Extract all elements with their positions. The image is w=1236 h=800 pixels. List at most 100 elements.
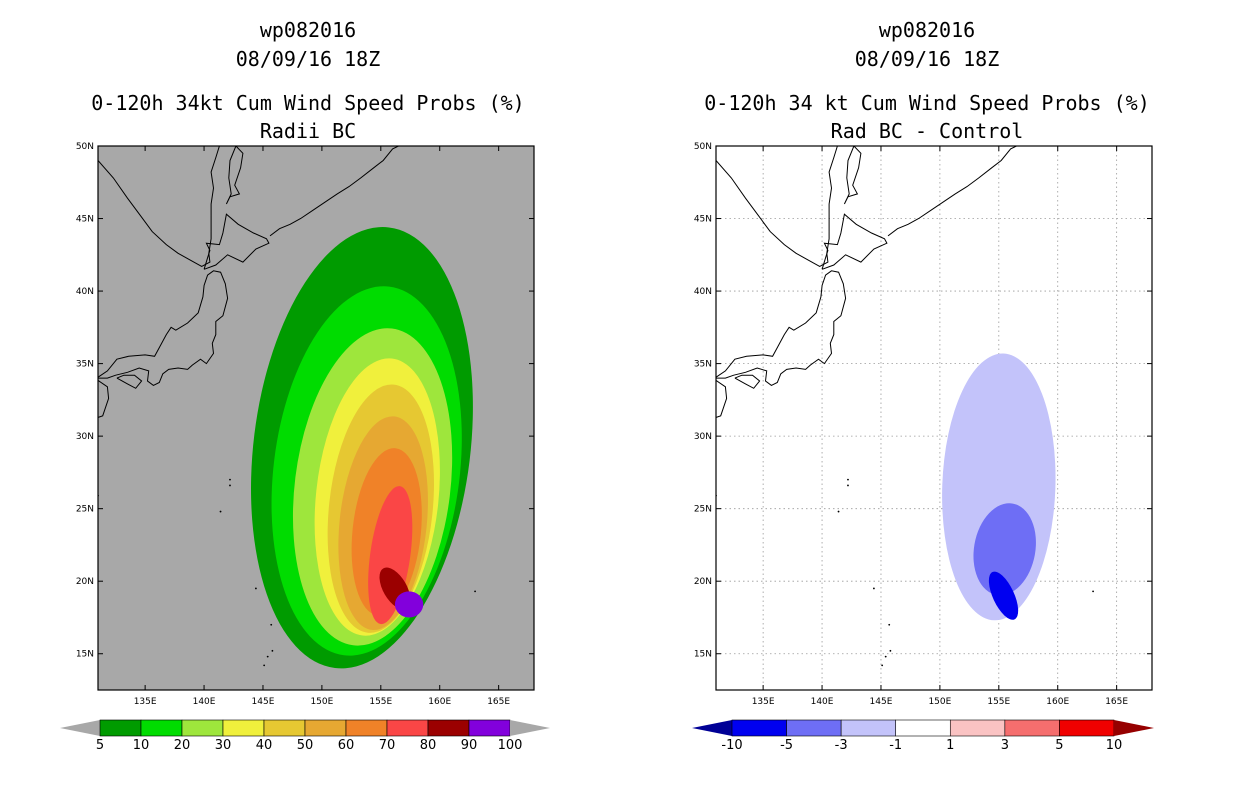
- map-frame: [715, 145, 1153, 691]
- probability-contour-90-100: [394, 591, 424, 618]
- xtick-label-155: 155E: [369, 697, 392, 707]
- colorbar-swatch-6: [1059, 719, 1115, 737]
- coastline-0: [716, 270, 847, 386]
- colorbar-label-0: -10: [721, 738, 742, 753]
- islet-7: [837, 510, 840, 513]
- coastline-1: [716, 379, 728, 418]
- colorbar-label-9: 90: [461, 738, 478, 753]
- ytick-label-25: 25N: [694, 505, 712, 515]
- islet-8: [1092, 590, 1094, 593]
- xtick-label-150: 150E: [310, 697, 333, 707]
- islet-6: [847, 484, 849, 487]
- colorbar-end-high: [1114, 720, 1154, 736]
- colorbar-swatch-1: [140, 719, 183, 737]
- colorbar-label-1: 10: [133, 738, 150, 753]
- colorbar-label-5: 50: [297, 738, 314, 753]
- ytick-label-40: 40N: [694, 287, 712, 297]
- left-colorbar: 5 10 20 30 40 50 60 70 80 90 100: [60, 719, 550, 753]
- map-frame: [97, 145, 535, 691]
- colorbar-label-6: 5: [1055, 738, 1063, 753]
- ytick-label-35: 35N: [694, 360, 712, 370]
- ytick-label-20: 20N: [76, 577, 94, 587]
- islet-3: [266, 655, 269, 658]
- colorbar-swatch-5: [304, 719, 347, 737]
- ytick-label-20: 20N: [694, 577, 712, 587]
- colorbar-end-low: [60, 720, 100, 736]
- colorbar-swatch-5: [1004, 719, 1060, 737]
- coastline-6: [269, 146, 399, 237]
- coastline-2: [734, 374, 761, 389]
- islet-4: [263, 664, 266, 667]
- coastline-5: [716, 146, 838, 267]
- ytick-label-45: 45N: [76, 215, 94, 225]
- colorbar-swatch-8: [427, 719, 470, 737]
- islet-0: [873, 587, 875, 590]
- ytick-label-15: 15N: [694, 650, 712, 660]
- ytick-label-45: 45N: [694, 215, 712, 225]
- coastline-3: [203, 213, 270, 270]
- xtick-label-160: 160E: [428, 697, 451, 707]
- islet-7: [219, 510, 222, 513]
- coastline-2: [116, 374, 143, 389]
- xtick-label-165: 165E: [487, 697, 510, 707]
- xtick-label-160: 160E: [1046, 697, 1069, 707]
- islet-4: [881, 664, 884, 667]
- islet-3: [884, 655, 887, 658]
- map-content: [98, 146, 476, 669]
- colorbar-swatch-3: [895, 719, 951, 737]
- colorbar-swatch-2: [181, 719, 224, 737]
- right-date: 08/09/16 18Z: [855, 47, 1000, 71]
- right-colorbar: -10 -5 -3 -1 1 3 5 10: [692, 719, 1154, 753]
- colorbar-label-5: 3: [1001, 738, 1009, 753]
- colorbar-label-7: 10: [1106, 738, 1123, 753]
- coastline-5: [98, 146, 220, 267]
- xtick-label-140: 140E: [811, 697, 834, 707]
- xtick-label-135: 135E: [752, 697, 775, 707]
- islet-8: [474, 590, 476, 593]
- left-storm-id: wp082016: [260, 18, 356, 42]
- xtick-label-145: 145E: [870, 697, 893, 707]
- islet-1: [270, 623, 273, 626]
- map-content: [716, 146, 1152, 690]
- ytick-label-50: 50N: [76, 142, 94, 152]
- colorbar-label-3: 30: [215, 738, 232, 753]
- colorbar-label-1: -5: [780, 738, 793, 753]
- xtick-label-135: 135E: [134, 697, 157, 707]
- islet-2: [271, 649, 274, 652]
- probability-contour--10--5: [988, 571, 1019, 620]
- colorbar-swatch-0: [99, 719, 142, 737]
- colorbar-swatch-6: [345, 719, 388, 737]
- map-background: [716, 146, 1152, 690]
- colorbar-label-8: 80: [420, 738, 437, 753]
- ytick-label-30: 30N: [76, 432, 94, 442]
- islet-0: [255, 587, 257, 590]
- colorbar-label-2: -3: [835, 738, 848, 753]
- coastline-0: [98, 270, 229, 386]
- colorbar-label-4: 40: [256, 738, 273, 753]
- colorbar-swatch-4: [949, 719, 1006, 737]
- coastline-1: [98, 379, 110, 418]
- colorbar-label-10: 100: [498, 738, 523, 753]
- right-storm-id: wp082016: [879, 18, 975, 42]
- ytick-label-40: 40N: [76, 287, 94, 297]
- xtick-label-145: 145E: [252, 697, 275, 707]
- colorbar-swatch-1: [786, 719, 842, 737]
- colorbar-swatch-7: [386, 719, 429, 737]
- colorbar-end-high: [510, 720, 550, 736]
- islet-1: [888, 623, 891, 626]
- left-map-panel: 135E 140E 145E 150E 155E 160E 165E 15N 20N 25N 30N…: [76, 142, 535, 707]
- coastline-4: [843, 146, 862, 205]
- colorbar-label-3: -1: [889, 738, 902, 753]
- coastline-3: [821, 213, 888, 270]
- colorbar-label-6: 60: [338, 738, 355, 753]
- probability-contour--5--3: [973, 503, 1036, 596]
- islet-6: [229, 484, 231, 487]
- left-subtitle: Radii BC: [260, 119, 356, 143]
- ytick-label-30: 30N: [694, 432, 712, 442]
- ytick-label-50: 50N: [694, 142, 712, 152]
- colorbar-swatch-9: [468, 719, 511, 737]
- xtick-label-150: 150E: [928, 697, 951, 707]
- colorbar-swatch-2: [840, 719, 897, 737]
- coastline-4: [225, 146, 244, 205]
